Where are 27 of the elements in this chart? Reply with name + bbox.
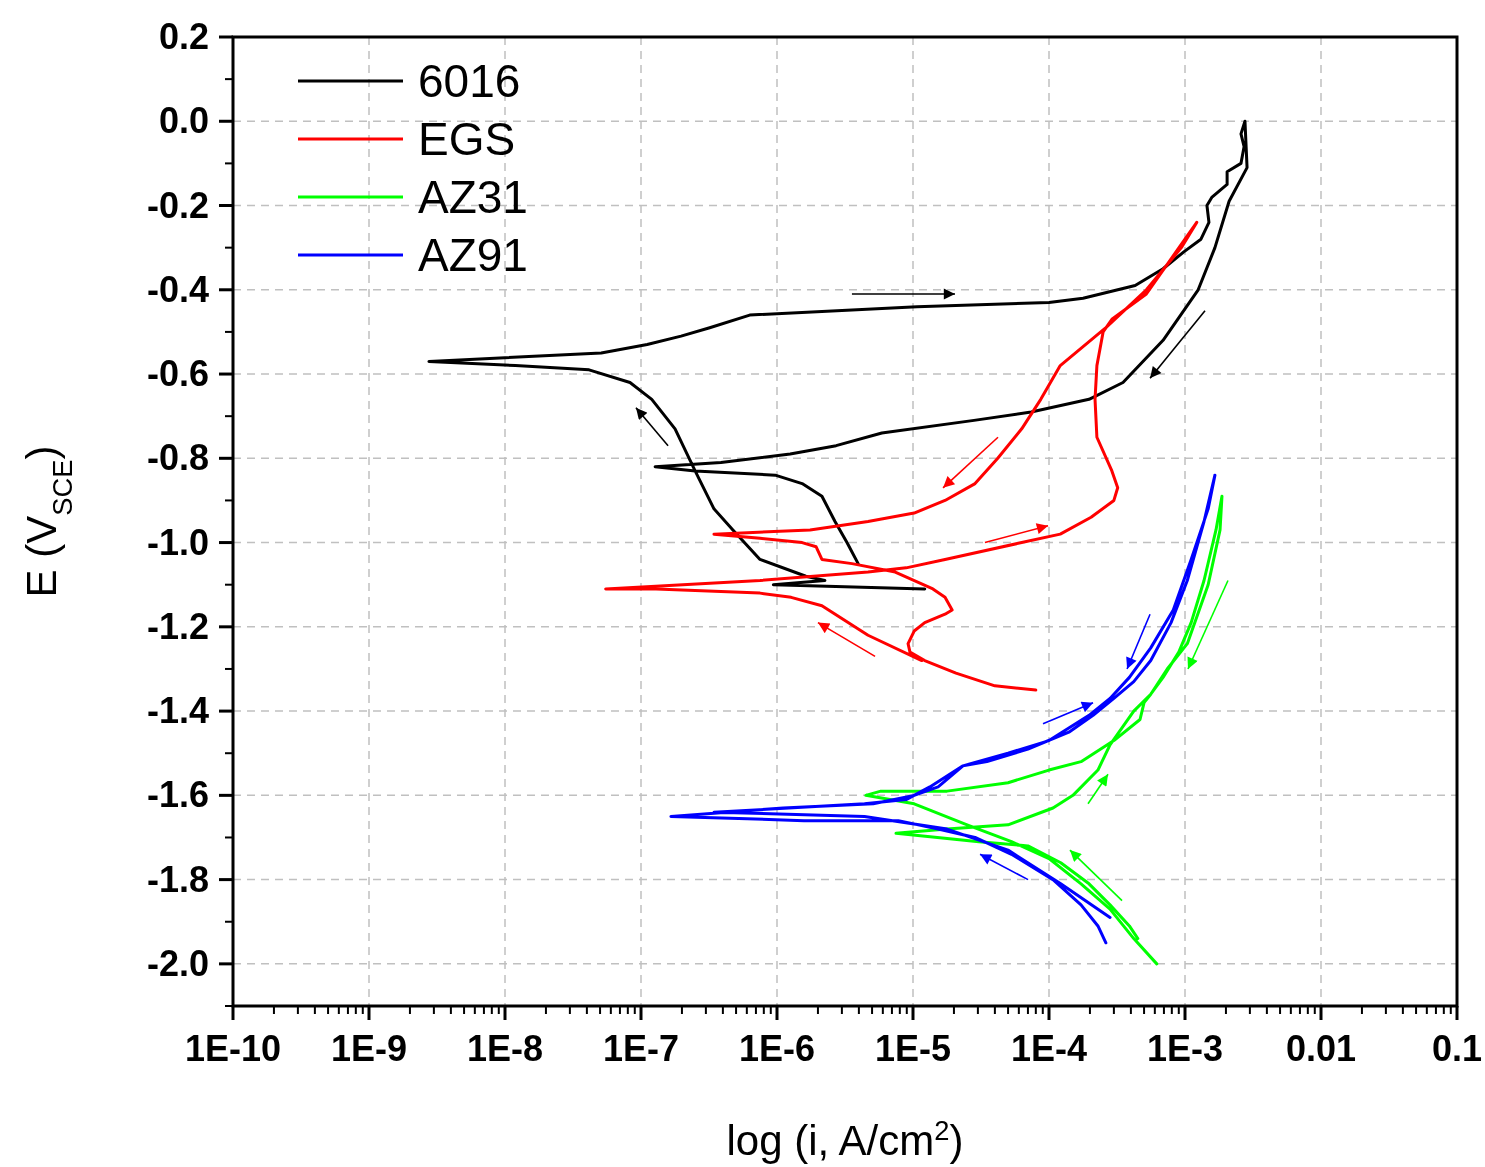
y-tick-label: -0.8 xyxy=(146,437,209,479)
legend-label: EGS xyxy=(418,113,516,165)
y-tick-label: -0.4 xyxy=(146,268,209,310)
x-tick-label: 0.01 xyxy=(1285,1028,1357,1069)
x-tick-label: 1E-7 xyxy=(602,1028,680,1069)
y-tick-label: -1.8 xyxy=(146,858,209,900)
x-tick-label: 0.1 xyxy=(1431,1028,1483,1069)
x-tick-label: 1E-6 xyxy=(738,1028,816,1069)
x-tick-label: 1E-8 xyxy=(466,1028,544,1069)
y-tick-label: -2.0 xyxy=(146,942,209,984)
y-tick-label: -1.0 xyxy=(146,521,209,563)
y-tick-label: 0.2 xyxy=(158,16,209,57)
y-tick-label: -1.6 xyxy=(146,774,209,816)
y-tick-label: -1.2 xyxy=(146,605,209,647)
y-tick-label: -0.2 xyxy=(146,184,209,226)
legend-label: AZ91 xyxy=(418,229,528,281)
x-tick-label: 1E-3 xyxy=(1146,1028,1224,1069)
legend-label: AZ31 xyxy=(418,171,528,223)
y-tick-label: -1.4 xyxy=(146,690,209,732)
x-tick-label: 1E-4 xyxy=(1010,1028,1088,1069)
x-tick-label: 1E-10 xyxy=(184,1028,282,1069)
x-tick-label: 1E-5 xyxy=(874,1028,952,1069)
x-axis-title: log (i, A/cm$^{2}$) xyxy=(726,1114,964,1164)
legend-label: 6016 xyxy=(418,55,521,107)
y-tick-label: 0.0 xyxy=(158,100,209,142)
y-tick-label: -0.6 xyxy=(146,353,209,395)
x-tick-label: 1E-9 xyxy=(330,1028,408,1069)
